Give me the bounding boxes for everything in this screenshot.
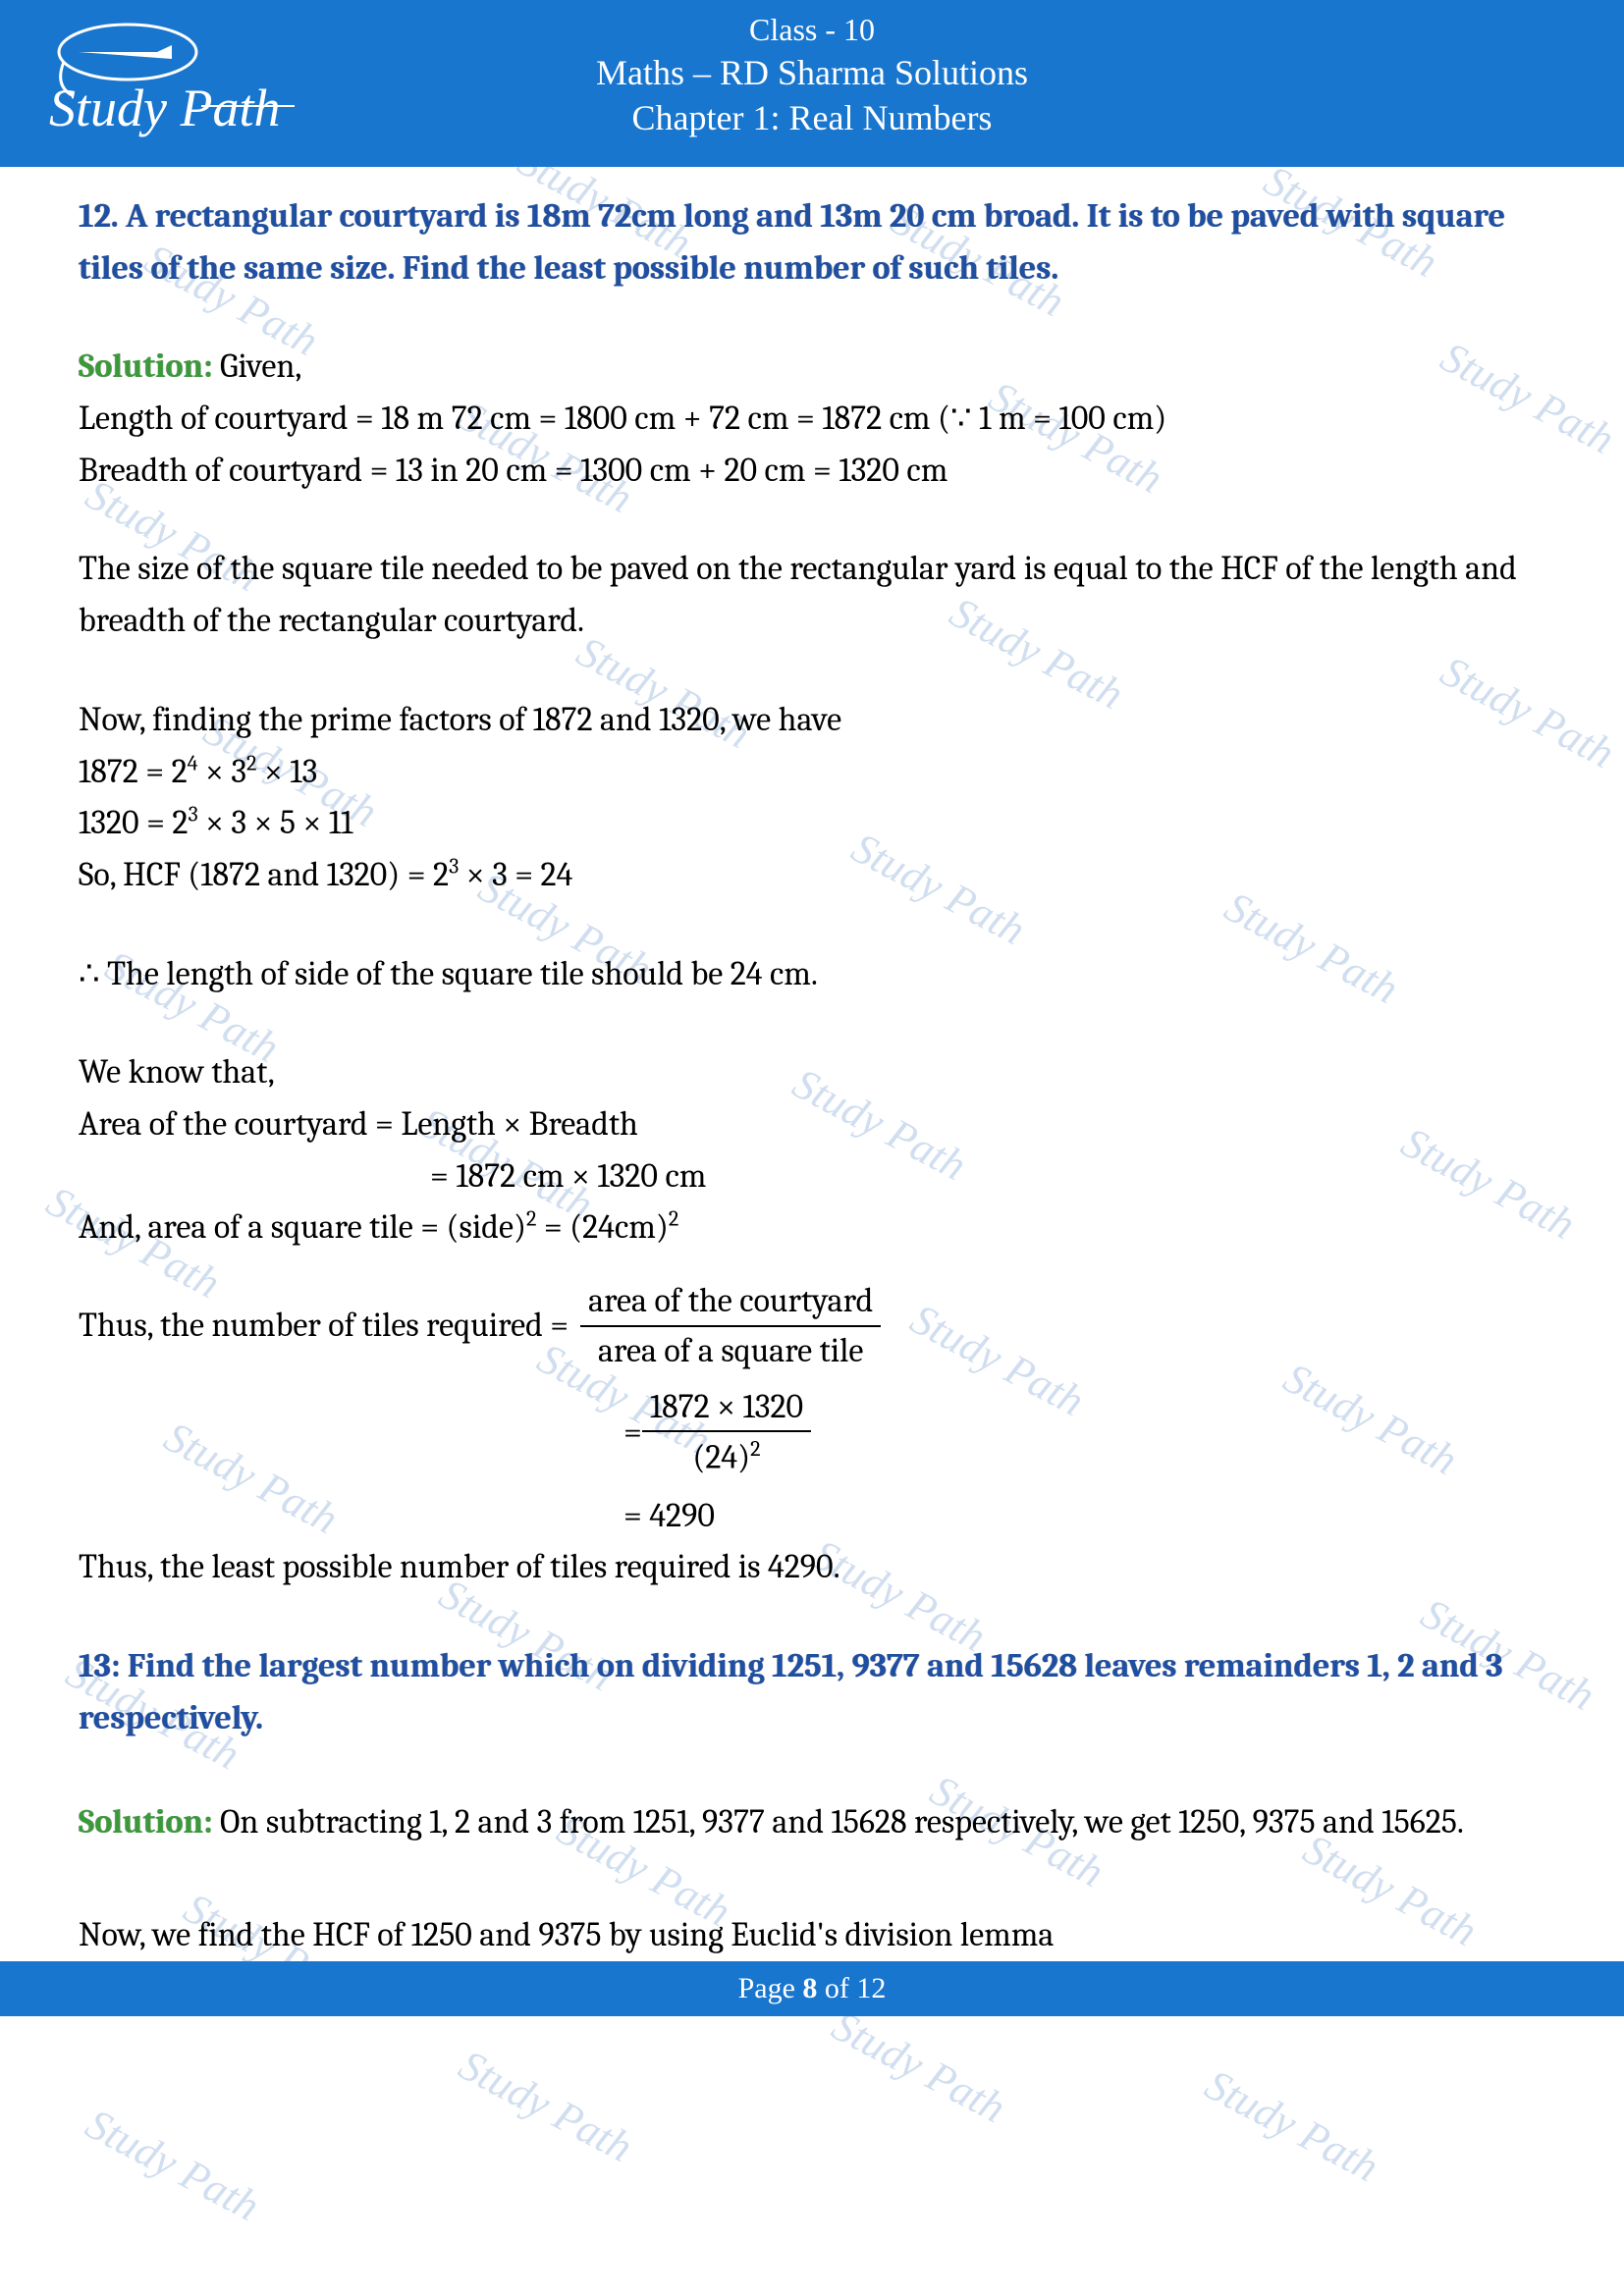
watermark: Study Path: [78, 2099, 267, 2231]
exponent: 2: [750, 1436, 760, 1462]
spacer: [79, 647, 1545, 694]
page-content: 12. A rectangular courtyard is 18m 72cm …: [0, 167, 1624, 1961]
tiles-required-frac2: = 1872 × 1320 (24)2: [79, 1387, 1545, 1478]
logo-text: Study Path: [49, 79, 280, 137]
question-13: 13: Find the largest number which on div…: [79, 1640, 1545, 1743]
area-calc: = 1872 cm × 1320 cm: [79, 1150, 1545, 1202]
pf-text: × 3 × 5 × 11: [198, 803, 353, 842]
spacer: [79, 1854, 1545, 1909]
tiles-result: = 4290: [79, 1490, 1545, 1542]
page-footer: Page 8 of 12: [0, 1961, 1624, 2016]
solution-label: Solution:: [79, 1802, 213, 1842]
we-know: We know that,: [79, 1046, 1545, 1098]
solution-label: Solution:: [79, 347, 213, 386]
result-value: = 4290: [623, 1496, 715, 1535]
spacer: [79, 999, 1545, 1046]
exponent: 2: [526, 1206, 536, 1232]
den-text: (24): [692, 1438, 750, 1477]
fraction-denominator: (24)2: [642, 1432, 811, 1477]
tile-text: And, area of a square tile = (side): [79, 1207, 526, 1247]
fraction-denominator: area of a square tile: [580, 1327, 881, 1371]
exponent: 2: [669, 1206, 678, 1232]
hcf-line: So, HCF (1872 and 1320) = 23 × 3 = 24: [79, 849, 1545, 901]
footer-page-pre: Page: [738, 1972, 803, 2004]
watermark: Study Path: [451, 2040, 640, 2172]
tile-text: = (24cm): [536, 1207, 669, 1247]
conclusion-12: Thus, the least possible number of tiles…: [79, 1541, 1545, 1593]
brand-logo: Study Path: [39, 18, 295, 145]
question-12: 12. A rectangular courtyard is 18m 72cm …: [79, 190, 1545, 294]
spacer: [79, 1254, 1545, 1281]
fraction-numerator: 1872 × 1320: [642, 1387, 811, 1433]
exponent: 2: [246, 750, 256, 775]
equals: =: [623, 1407, 642, 1459]
pf-text: × 3: [198, 752, 246, 791]
therefore-line: ∴ The length of side of the square tile …: [79, 948, 1545, 1000]
exponent: 4: [188, 750, 198, 775]
tiles-req-label: Thus, the number of tiles required =: [79, 1300, 568, 1352]
solution-12-start: Solution: Given,: [79, 341, 1545, 393]
given-text: Given,: [213, 347, 302, 386]
prime-intro: Now, finding the prime factors of 1872 a…: [79, 694, 1545, 746]
hcf-text: × 3 = 24: [459, 855, 572, 894]
watermark: Study Path: [824, 2001, 1013, 2133]
fraction: area of the courtyard area of a square t…: [580, 1281, 881, 1371]
length-line: Length of courtyard = 18 m 72 cm = 1800 …: [79, 393, 1545, 445]
explain-hcf: The size of the square tile needed to be…: [79, 543, 1545, 646]
hcf-text: So, HCF (1872 and 1320) = 2: [79, 855, 449, 894]
area-courtyard: Area of the courtyard = Length × Breadth: [79, 1098, 1545, 1150]
area-value: = 1872 cm × 1320 cm: [430, 1156, 706, 1196]
fraction-numerator: area of the courtyard: [580, 1281, 881, 1327]
watermark: Study Path: [1197, 2059, 1386, 2192]
spacer: [79, 496, 1545, 543]
solution-13-line1: Solution: On subtracting 1, 2 and 3 from…: [79, 1790, 1545, 1854]
footer-page-post: of 12: [817, 1972, 886, 2004]
breadth-line: Breadth of courtyard = 13 in 20 cm = 130…: [79, 445, 1545, 497]
spacer: [79, 1593, 1545, 1640]
spacer: [79, 1743, 1545, 1790]
exponent: 3: [188, 802, 197, 828]
page-header: Study Path Class - 10 Maths – RD Sharma …: [0, 0, 1624, 167]
tile-area: And, area of a square tile = (side)2 = (…: [79, 1201, 1545, 1254]
tiles-required-frac1: Thus, the number of tiles required = are…: [79, 1281, 1545, 1371]
pf-text: 1320 = 2: [79, 803, 188, 842]
footer-page-num: 8: [802, 1972, 817, 2004]
spacer: [79, 901, 1545, 948]
pf-1320: 1320 = 23 × 3 × 5 × 11: [79, 797, 1545, 849]
solution-13-line2: Now, we find the HCF of 1250 and 9375 by…: [79, 1909, 1545, 1961]
exponent: 3: [449, 854, 459, 880]
pf-1872: 1872 = 24 × 32 × 13: [79, 746, 1545, 798]
sol13-text: On subtracting 1, 2 and 3 from 1251, 937…: [213, 1802, 1464, 1842]
pf-text: × 13: [256, 752, 317, 791]
spacer: [79, 294, 1545, 341]
fraction: 1872 × 1320 (24)2: [642, 1387, 811, 1478]
pf-text: 1872 = 2: [79, 752, 188, 791]
